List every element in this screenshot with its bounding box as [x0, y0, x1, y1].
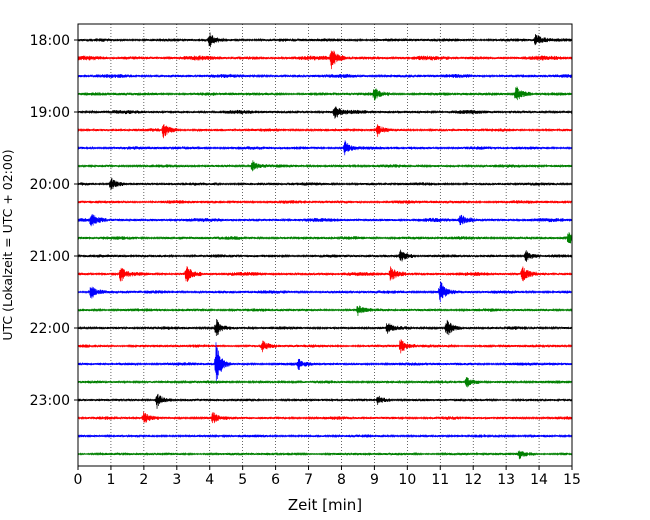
x-tick-label: 3	[172, 472, 181, 488]
trace-2215	[77, 339, 573, 354]
trace-2015	[77, 199, 573, 205]
trace-1930	[77, 140, 573, 156]
plot-frame	[77, 23, 573, 467]
trace-2000	[77, 177, 573, 191]
x-tick-label: 2	[139, 472, 148, 488]
trace-1815	[77, 50, 573, 70]
trace-1845	[77, 86, 573, 101]
x-tick-label: 6	[271, 472, 280, 488]
y-tick-label: 18:00	[30, 33, 70, 49]
trace-1800	[77, 32, 573, 48]
trace-2100	[77, 249, 573, 262]
x-tick-label: 8	[337, 472, 346, 488]
x-tick-label: 4	[205, 472, 214, 488]
y-tick-label: 19:00	[30, 105, 70, 121]
x-tick-label: 12	[464, 472, 482, 488]
trace-2330	[77, 433, 573, 439]
trace-2345	[77, 450, 573, 460]
x-axis-ticks: 0 1 2 3 4 5 6 7 8 9 10 11 12 13 14 15	[74, 466, 581, 488]
y-tick-label: 21:00	[30, 249, 70, 265]
trace-2200	[77, 318, 573, 337]
y-axis-label: UTC (Lokalzeit = UTC + 02:00)	[0, 149, 15, 340]
trace-2115	[77, 266, 573, 282]
trace-1945	[77, 160, 573, 172]
trace-2300	[77, 393, 573, 409]
x-tick-label: 1	[106, 472, 115, 488]
x-axis-label: Zeit [min]	[288, 496, 362, 514]
trace-1900	[77, 106, 573, 119]
trace-2045	[77, 232, 573, 244]
y-tick-label: 23:00	[30, 393, 70, 409]
x-tick-label: 9	[370, 472, 379, 488]
x-tick-label: 7	[304, 472, 313, 488]
trace-1830	[77, 73, 573, 79]
x-tick-label: 5	[238, 472, 247, 488]
trace-1915	[77, 124, 573, 139]
x-tick-label: 0	[74, 472, 83, 488]
trace-2130	[77, 281, 573, 303]
x-tick-label: 13	[497, 472, 515, 488]
y-tick-label: 22:00	[30, 321, 70, 337]
x-tick-label: 14	[530, 472, 548, 488]
x-tick-label: 15	[563, 472, 581, 488]
x-tick-label: 11	[431, 472, 449, 488]
y-tick-label: 20:00	[30, 177, 70, 193]
trace-2145	[77, 305, 573, 317]
trace-2315	[77, 411, 573, 424]
trace-2030	[77, 213, 573, 227]
trace-2230	[77, 342, 573, 384]
trace-group	[77, 32, 573, 460]
trace-2245	[77, 377, 573, 388]
x-tick-label: 10	[398, 472, 416, 488]
y-axis-ticks: 18:00 19:00 20:00 21:00 22:00 23:00	[30, 33, 78, 409]
